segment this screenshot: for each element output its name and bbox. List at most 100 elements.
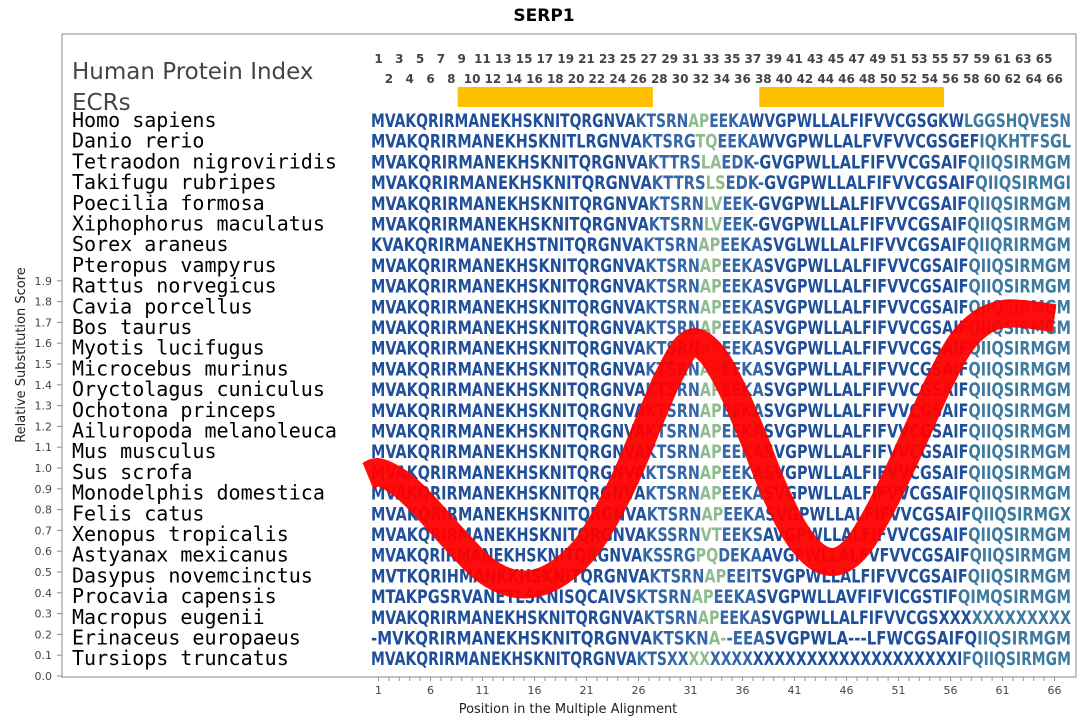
position-number: 15 (516, 52, 533, 66)
position-number: 37 (745, 52, 762, 66)
position-number: 58 (963, 72, 980, 86)
position-number: 3 (395, 52, 403, 66)
species-name: Erinaceus europaeus (72, 626, 301, 650)
alignment-row: Takifugu rubripes MVAKQRIRMANEKHSKNITQRGN… (72, 170, 1071, 194)
position-number: 29 (661, 52, 678, 66)
position-number: 8 (447, 72, 455, 86)
species-name: Takifugu rubripes (72, 170, 277, 194)
x-axis: 1 6 11 16 21 26 31 36 41 46 51 56 61 66 (375, 677, 1062, 697)
y-tick-label: 1.1 (35, 441, 53, 454)
y-tick-label: 1.2 (35, 420, 53, 433)
position-number: 38 (755, 72, 772, 86)
x-tick-label: 11 (476, 684, 490, 697)
human-protein-index-label: Human Protein Index (72, 59, 314, 85)
species-name: Pteropus vampyrus (72, 253, 277, 277)
y-tick-label: 0.7 (35, 524, 53, 537)
position-number: 17 (537, 52, 554, 66)
position-number: 5 (416, 52, 424, 66)
alignment-row: Tursiops truncatus MVAKQRIRMANEKHSKNITQRG… (72, 646, 1071, 670)
y-tick-label: 1.0 (35, 462, 53, 475)
position-number: 62 (1005, 72, 1022, 86)
y-tick-label: 0.4 (35, 587, 53, 600)
position-number: 18 (547, 72, 564, 86)
species-name: Procavia capensis (72, 584, 277, 608)
position-number: 39 (765, 52, 782, 66)
position-number: 49 (869, 52, 886, 66)
species-name: Danio rerio (72, 129, 204, 153)
position-number: 28 (651, 72, 668, 86)
y-tick-label: 1.7 (35, 316, 53, 329)
species-name: Felis catus (72, 501, 204, 525)
position-number: 21 (578, 52, 595, 66)
position-number: 59 (973, 52, 990, 66)
position-number: 52 (901, 72, 918, 86)
y-tick-label: 0.3 (35, 608, 53, 621)
ecr-bar (759, 87, 945, 107)
position-number: 41 (786, 52, 803, 66)
y-tick-label: 0.9 (35, 483, 53, 496)
alignment-row: Rattus norvegicus MVAKQRIRMANEKHSKNITQRGN… (72, 274, 1071, 298)
y-tick-label: 1.5 (35, 358, 53, 371)
species-name: Tetraodon nigroviridis (72, 149, 337, 173)
y-tick-label: 0.8 (35, 504, 53, 517)
sequence: MVAKQRIRMANEKHSKNITQRGNVAKTTRSLSEDK-GVGP… (371, 172, 1071, 194)
x-tick-label: 66 (1048, 684, 1062, 697)
position-number: 30 (672, 72, 689, 86)
alignment-row: Xiphophorus maculatus MVAKQRIRMANEKHSKNIT… (72, 212, 1071, 236)
position-number: 36 (734, 72, 751, 86)
position-number: 19 (557, 52, 574, 66)
position-number: 13 (495, 52, 512, 66)
position-number: 50 (880, 72, 897, 86)
y-tick-label: 1.3 (35, 400, 53, 413)
species-name: Ochotona princeps (72, 398, 277, 422)
species-name: Poecilia formosa (72, 191, 265, 215)
species-name: Sus scrofa (72, 460, 192, 484)
position-number: 54 (921, 72, 938, 86)
sequence: MVAKQRIRMANEKHSKNITQRGNVAKTSRNLVEEK-GVGP… (371, 193, 1071, 215)
ecr-bar (457, 87, 653, 107)
y-axis-label: Relative Substitution Score (14, 267, 29, 443)
sequence: MVAKQRIRMANEKHSKNITQRGNVAKTTRSLAEDK-GVGP… (371, 151, 1071, 173)
y-tick-label: 0.6 (35, 545, 53, 558)
species-name: Astyanax mexicanus (72, 543, 289, 567)
alignment-row: Microcebus murinus MVAKQRIRMANEKHSKNITQRG… (72, 356, 1071, 380)
alignment-row: Macropus eugenii MVAKQRIRMANEKHSKNITQRGNV… (72, 605, 1071, 629)
y-tick-label: 1.4 (35, 379, 53, 392)
species-name: Monodelphis domestica (72, 481, 325, 505)
ecrs-label: ECRs (72, 90, 131, 116)
species-name: Mus musculus (72, 439, 217, 463)
y-tick-label: 0.0 (35, 670, 53, 683)
x-tick-label: 61 (996, 684, 1010, 697)
alignment-row: Danio rerio MVAKQRIRMANEKHSKNITLRGNVAKTSR… (72, 129, 1071, 153)
species-name: Rattus norvegicus (72, 274, 277, 298)
position-number: 45 (828, 52, 845, 66)
sequence: MVAKQRIRMANEKHSKNITQRGNVAKTSRNAPEEKASVGP… (371, 276, 1071, 298)
sequence: -MVKQRIRMANEKHSKNITQRGNVAKTSKNA--EEASVGP… (371, 628, 1071, 650)
alignment-row: Monodelphis domestica MVAKQRIRMANEKHSKNIT… (72, 481, 1071, 505)
species-name: Bos taurus (72, 315, 192, 339)
y-tick-label: 0.5 (35, 566, 53, 579)
sequence: MTAKPGSRVANETLSKNISQCAIVSKTSRNAPEEKASVGP… (371, 586, 1071, 608)
position-number: 32 (693, 72, 710, 86)
position-number: 27 (641, 52, 658, 66)
position-numbers: 1 3 5 7 9 11 13 15 17 19 21 23 25 27 29 31 33 35 37 39 41 43 4… (374, 52, 1063, 86)
position-number: 11 (474, 52, 491, 66)
sequence: MVAKQRIRMANEKHSKNITQRGNVAKTSRNAPEEKASVGP… (371, 503, 1071, 525)
x-tick-label: 51 (892, 684, 906, 697)
position-number: 56 (942, 72, 959, 86)
species-name: Macropus eugenii (72, 605, 265, 629)
position-number: 22 (589, 72, 606, 86)
species-name: Microcebus murinus (72, 356, 289, 380)
position-number: 44 (817, 72, 834, 86)
position-number: 23 (599, 52, 616, 66)
position-number: 12 (485, 72, 502, 86)
position-number: 7 (437, 52, 445, 66)
position-number: 25 (620, 52, 637, 66)
species-name: Myotis lucifugus (72, 336, 265, 360)
substitution-score-line (360, 299, 1057, 599)
y-tick-label: 1.8 (35, 296, 53, 309)
position-number: 53 (911, 52, 928, 66)
y-tick-label: 1.6 (35, 337, 53, 350)
species-name: Cavia porcellus (72, 294, 253, 318)
position-number: 35 (724, 52, 741, 66)
